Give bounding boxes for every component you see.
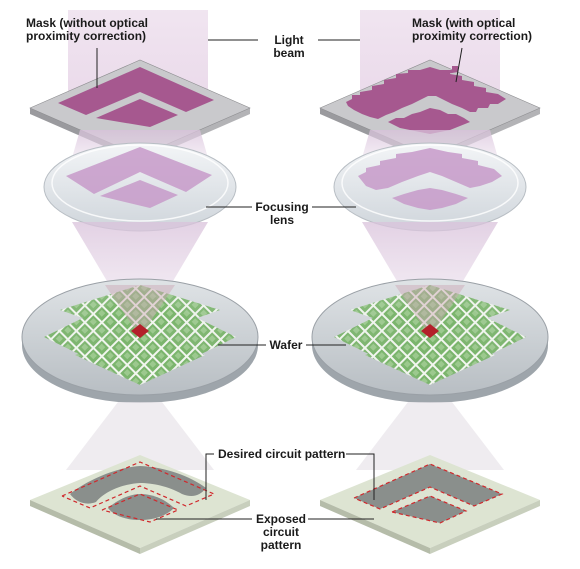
label-desired-circuit-pattern: Desired circuit pattern — [218, 447, 346, 461]
lens-left — [43, 142, 237, 232]
lens-right — [333, 142, 527, 232]
exposed-die-right — [421, 324, 439, 338]
wafer-left — [21, 278, 259, 403]
leader-desired-right — [346, 453, 375, 500]
label-wafer: Wafer — [269, 338, 303, 352]
circuit-plate-left — [30, 455, 250, 554]
leader-mask-right — [455, 47, 463, 83]
light-cone-left — [72, 222, 208, 330]
left-column-no-opc — [21, 10, 259, 554]
label-light-beam: Light beam — [273, 33, 305, 60]
light-cone-right — [362, 222, 498, 330]
projection-cone-left — [66, 402, 214, 470]
exposed-die-left — [131, 324, 149, 338]
leader-desired-left — [205, 453, 214, 500]
circuit-plate-right — [320, 455, 540, 554]
label-exposed-circuit-pattern: Exposed circuit pattern — [255, 512, 306, 552]
wafer-right — [311, 278, 549, 403]
leader-lines — [96, 39, 463, 520]
label-focusing-lens: Focusing lens — [255, 200, 309, 227]
label-mask-without-opc: Mask (without optical proximity correcti… — [26, 16, 149, 43]
right-column-with-opc — [311, 10, 549, 554]
projection-cone-right — [356, 402, 504, 470]
label-mask-with-opc: Mask (with optical proximity correction) — [412, 16, 533, 43]
